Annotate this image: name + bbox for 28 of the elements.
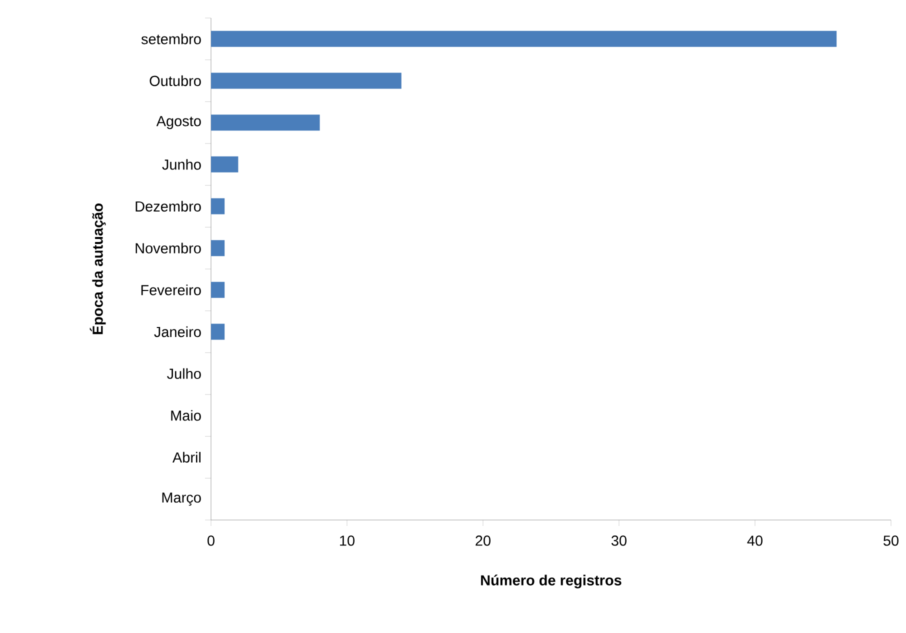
- y-tick-label: Outubro: [150, 75, 201, 86]
- y-tick-label: Fevereiro: [141, 284, 201, 296]
- bar: [211, 30, 837, 47]
- bar: [211, 156, 238, 172]
- bar: [211, 72, 402, 89]
- y-tick-label: Janeiro: [154, 326, 201, 338]
- x-tick-label: 0: [208, 536, 214, 546]
- y-tick-label: Agosto: [156, 116, 201, 130]
- y-tick-label: Novembro: [136, 242, 201, 254]
- x-tick-label: 10: [340, 536, 354, 546]
- x-axis-title: Número de registros: [481, 574, 622, 588]
- y-tick-label: Dezembro: [136, 200, 201, 212]
- bar: [211, 324, 225, 340]
- x-tick-label: 50: [884, 536, 898, 546]
- y-tick-label: Junho: [162, 159, 201, 170]
- y-tick-label: Maio: [171, 410, 201, 421]
- bar: [211, 240, 225, 256]
- bar: [211, 282, 225, 298]
- x-tick-label: 30: [611, 536, 626, 546]
- y-tick-label: Março: [162, 492, 201, 506]
- y-tick-label: Abril: [172, 452, 200, 463]
- y-tick-label: Julho: [167, 368, 201, 379]
- x-tick-label: 40: [747, 536, 762, 546]
- y-tick-label: setembro: [141, 34, 201, 44]
- bar: [211, 114, 320, 131]
- bar: [211, 198, 225, 214]
- x-tick-label: 20: [476, 536, 490, 546]
- y-axis-title: Época da autuação: [90, 204, 106, 334]
